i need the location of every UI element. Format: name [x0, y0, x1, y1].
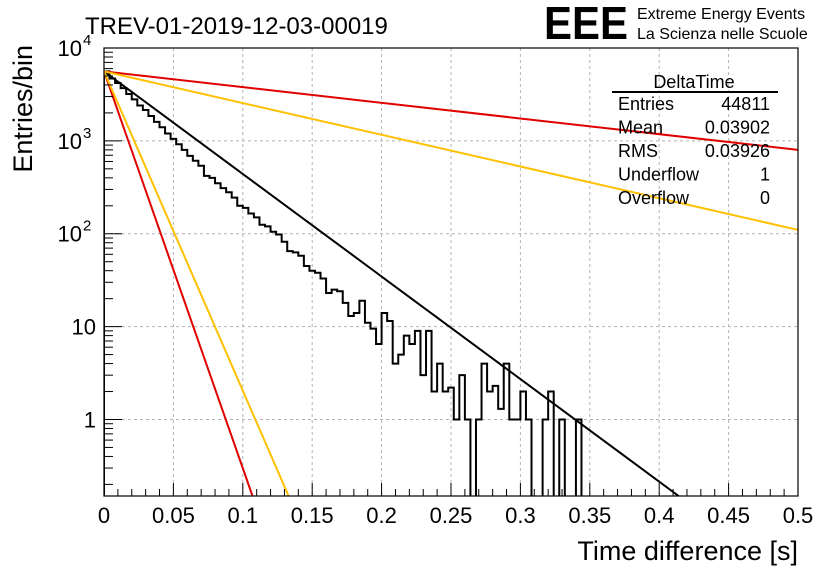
x-tick-label: 0.4	[644, 503, 675, 528]
stats-row-label: Entries	[618, 94, 674, 114]
y-tick-label: 10	[58, 129, 82, 154]
stats-row-label: Underflow	[618, 165, 700, 185]
eee-logo-mark: EEE	[544, 0, 628, 49]
y-tick-exponent: 2	[83, 218, 91, 235]
y-tick-exponent: 3	[83, 125, 91, 142]
stats-row-value: 1	[760, 165, 770, 185]
y-tick-label: 10	[58, 36, 82, 61]
x-tick-label: 0.1	[228, 503, 259, 528]
stats-row-label: Mean	[618, 118, 663, 138]
fit-line-1	[104, 70, 680, 496]
eee-logo-line1: Extreme Energy Events	[637, 6, 805, 23]
fit-line-3	[104, 70, 798, 231]
y-tick-label: 10	[72, 315, 96, 340]
x-tick-label: 0.45	[707, 503, 750, 528]
eee-logo: EEE Extreme Energy Events La Scienza nel…	[544, 0, 808, 49]
y-tick-exponent: 4	[83, 32, 91, 49]
fit-line-4	[104, 71, 254, 496]
chart-title: TREV-01-2019-12-03-00019	[85, 13, 388, 40]
x-tick-label: 0.05	[152, 503, 195, 528]
stats-box-rows: Entries 44811 Mean 0.03902 RMS 0.03926Underfl…	[618, 94, 770, 208]
histogram-series	[104, 70, 583, 496]
stats-box-title: DeltaTime	[653, 72, 734, 92]
y-axis-label: Entries/bin	[8, 45, 38, 173]
x-tick-label: 0.5	[783, 503, 814, 528]
eee-logo-line2: La Scienza nelle Scuole	[637, 26, 808, 43]
axis-ticks	[103, 47, 799, 496]
x-tick-label: 0	[98, 503, 110, 528]
fit-line-5	[104, 70, 290, 496]
fit-lines	[104, 70, 798, 496]
y-tick-label: 1	[84, 407, 96, 432]
x-tick-label: 0.2	[366, 503, 397, 528]
stats-row-value: 44811	[721, 94, 770, 114]
stats-row-value: 0	[760, 188, 770, 208]
fit-line-2	[104, 70, 798, 151]
x-tick-labels: 0 0.05 0.1 0.15 0.2 0.25 0.3 0.35 0.4 0.45 0.5	[98, 503, 813, 528]
x-tick-label: 0.25	[430, 503, 473, 528]
x-axis-label: Time difference [s]	[577, 536, 798, 566]
stats-row-label: Overflow	[618, 188, 690, 208]
x-tick-label: 0.35	[568, 503, 611, 528]
x-tick-label: 0.15	[291, 503, 334, 528]
stats-row-label: RMS	[618, 141, 658, 161]
x-tick-label: 0.3	[505, 503, 536, 528]
stats-row-value: 0.03926	[705, 141, 770, 161]
stats-box: DeltaTime Entries 44811 Mean 0.03902 RMS 0.03…	[612, 72, 778, 208]
y-tick-label: 10	[58, 222, 82, 247]
stats-row-value: 0.03902	[705, 118, 770, 138]
grid-lines	[104, 48, 798, 496]
